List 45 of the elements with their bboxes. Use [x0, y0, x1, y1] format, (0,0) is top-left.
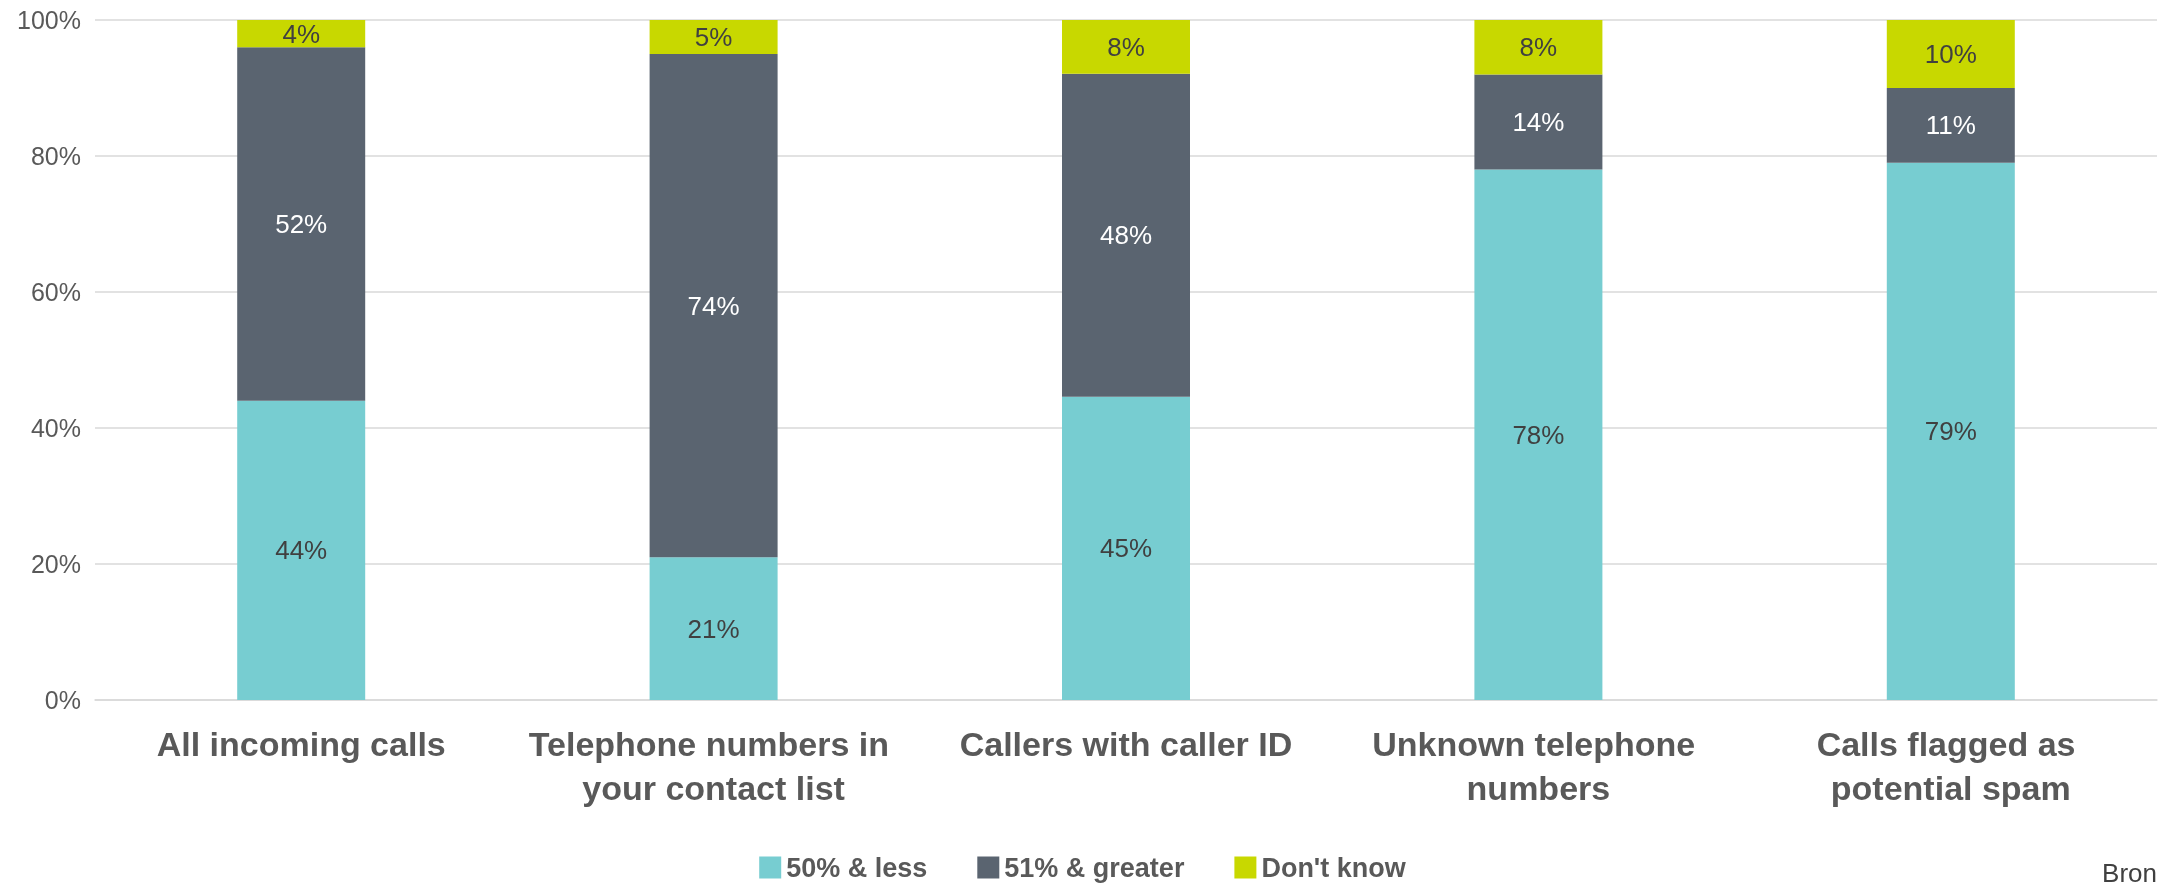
- bar: [1474, 20, 1603, 75]
- data-label: 74%: [687, 290, 740, 321]
- bar: [649, 557, 778, 700]
- bar: [237, 20, 366, 48]
- legend-label: Don't know: [1261, 852, 1407, 883]
- data-label: 8%: [1107, 31, 1145, 62]
- data-label: 78%: [1512, 419, 1565, 450]
- bar: [237, 47, 366, 401]
- data-label: 14%: [1512, 107, 1565, 137]
- legend-label: 51% & greater: [1004, 852, 1185, 883]
- data-label: 5%: [694, 22, 733, 52]
- bar: [1062, 73, 1190, 397]
- data-label: 45%: [1099, 533, 1153, 564]
- data-label: 44%: [275, 535, 328, 566]
- bar: [1062, 396, 1190, 700]
- data-label: 48%: [1099, 220, 1153, 251]
- bar: [1886, 20, 2015, 88]
- y-tick-label: 0%: [44, 686, 81, 714]
- bar: [1474, 74, 1603, 170]
- data-label: 10%: [1924, 39, 1977, 69]
- y-tick-label: 100%: [17, 6, 81, 34]
- data-label: 8%: [1519, 32, 1558, 63]
- x-tick-label: Telephone numbers in your contact list: [528, 725, 899, 807]
- bar: [1886, 88, 2015, 163]
- data-label: 11%: [1925, 110, 1976, 141]
- text: Bron: [2102, 858, 2157, 888]
- data-label: 52%: [275, 209, 328, 239]
- x-tick-label: Callers with caller ID: [959, 725, 1293, 763]
- bar: [1062, 20, 1190, 74]
- data-label: 4%: [282, 18, 320, 49]
- bar: [649, 54, 778, 558]
- bar: [1474, 169, 1603, 700]
- x-tick-label: Calls flagged as potential spam: [1816, 725, 2085, 807]
- data-label: 21%: [687, 613, 740, 644]
- data-label: 79%: [1924, 416, 1977, 447]
- legend-label: 50% & less: [786, 852, 928, 883]
- bar: [649, 20, 778, 54]
- y-tick-label: 40%: [30, 414, 81, 442]
- bar: [1886, 162, 2015, 700]
- bar: [237, 400, 366, 700]
- x-tick-label: Unknown telephone numbers: [1372, 725, 1705, 807]
- y-tick-label: 60%: [30, 278, 81, 306]
- x-tick-label: All incoming calls: [156, 725, 446, 763]
- y-tick-label: 20%: [30, 550, 81, 578]
- y-tick-label: 80%: [30, 142, 81, 170]
